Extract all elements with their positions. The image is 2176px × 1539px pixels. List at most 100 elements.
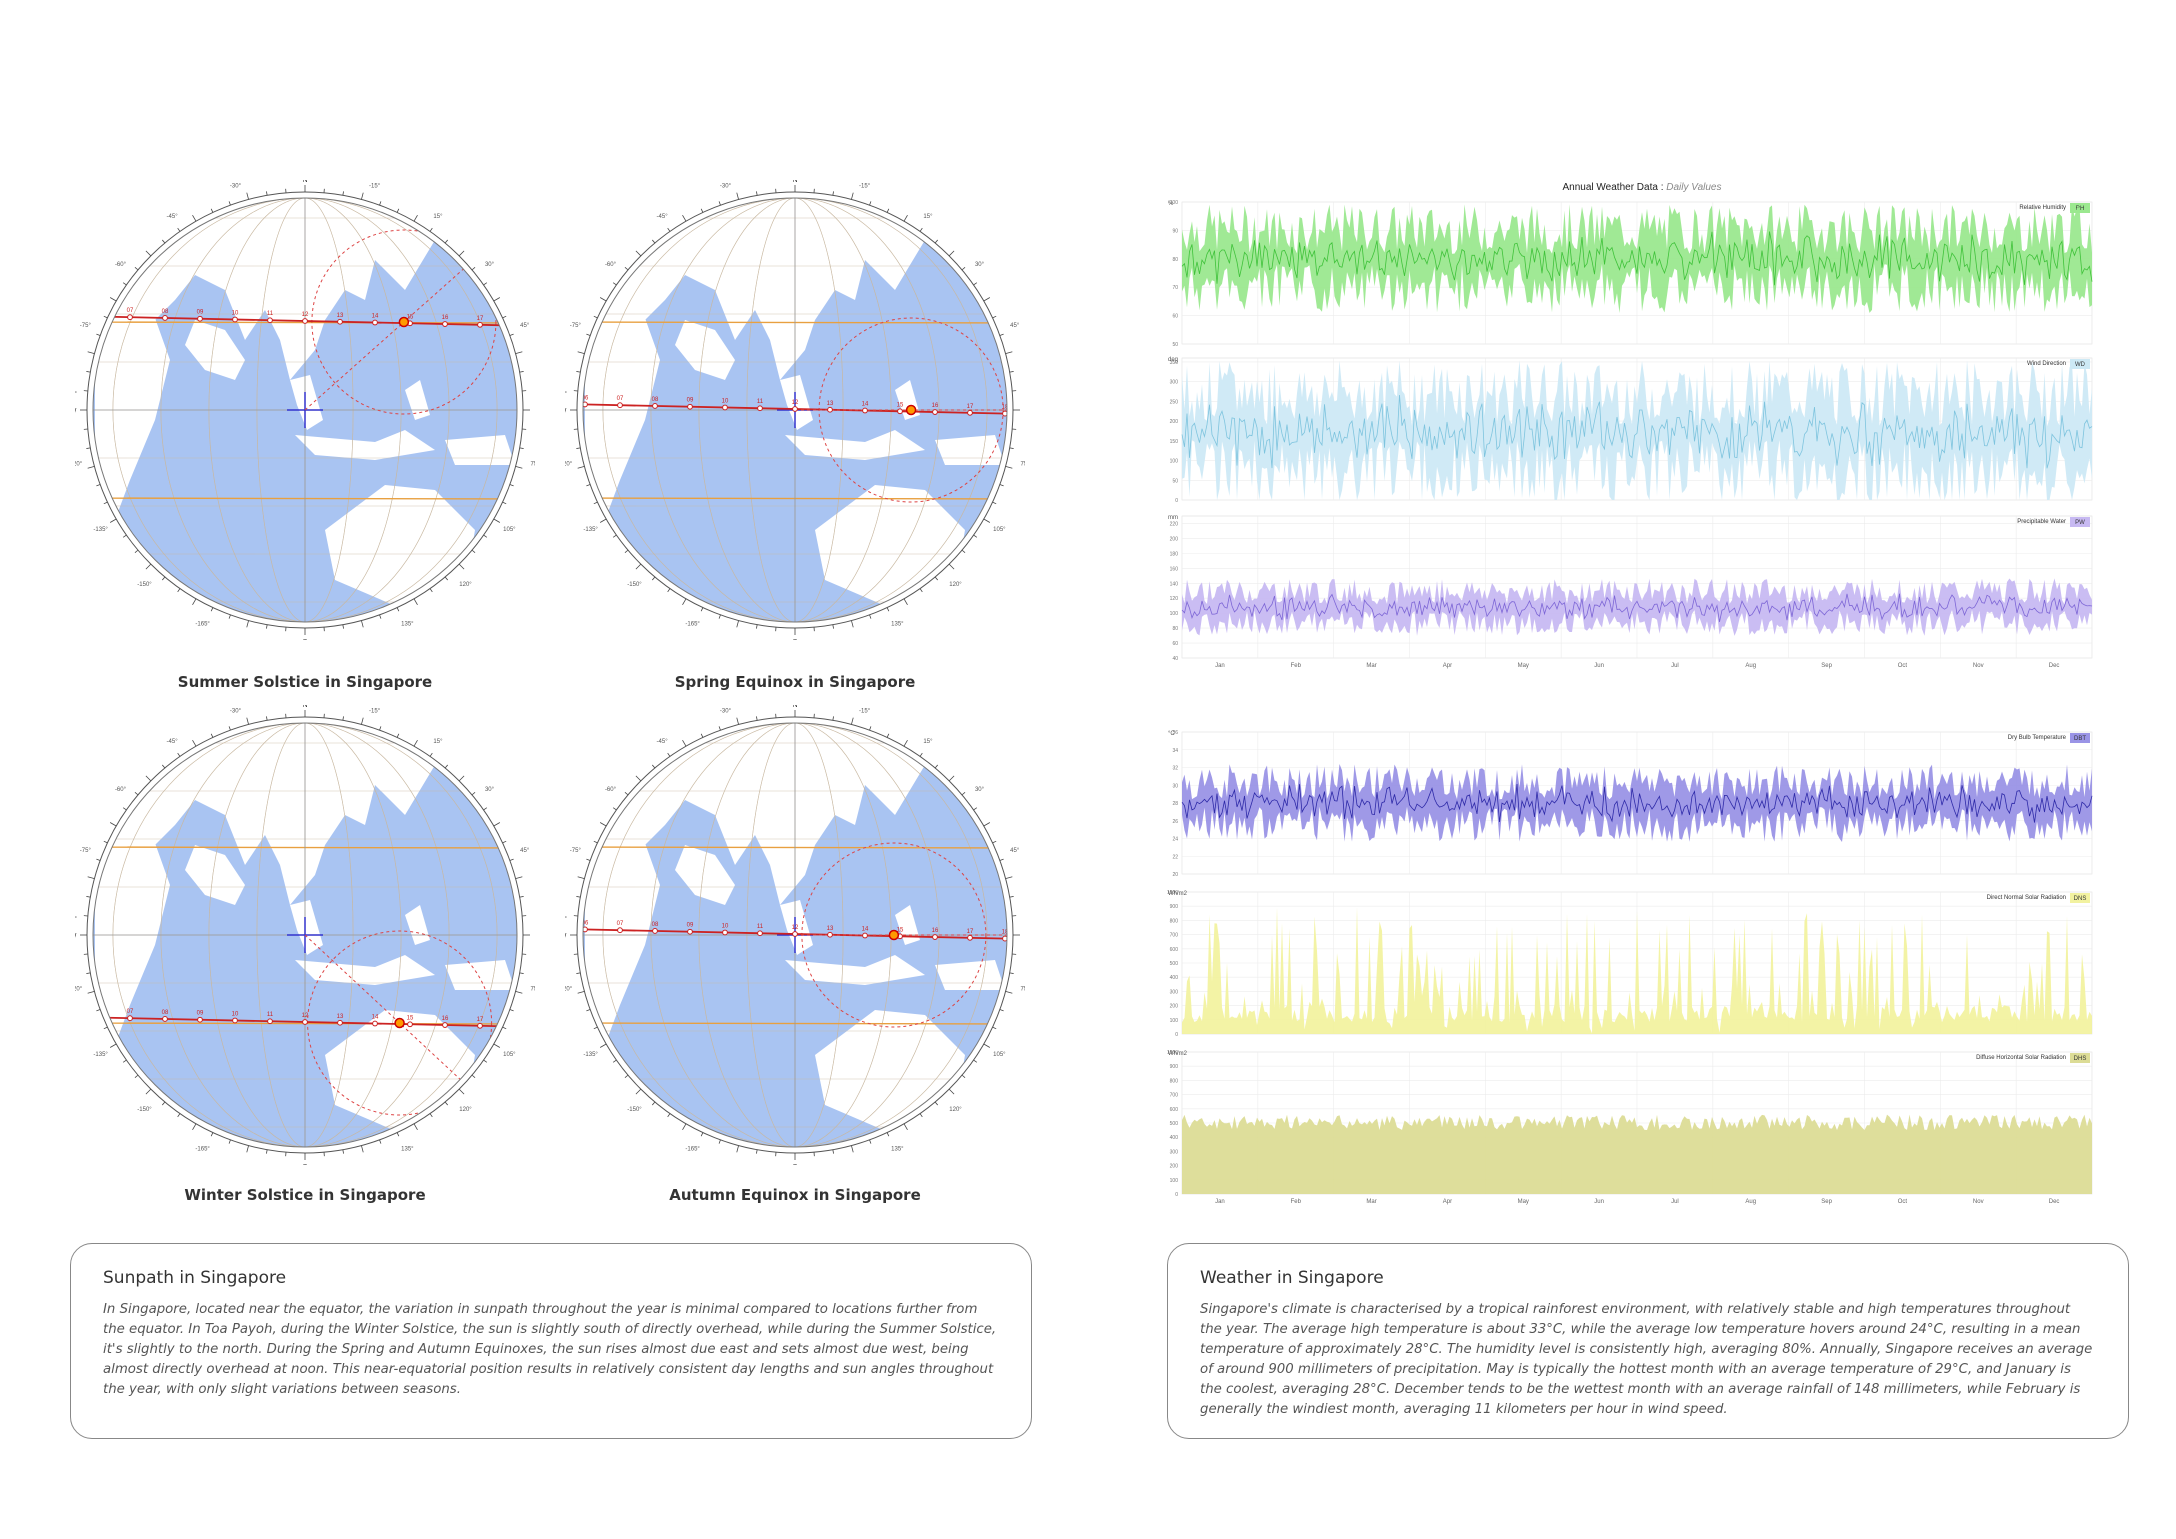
y-tick-label: 30 bbox=[1172, 783, 1178, 789]
compass-tick-label: -150° bbox=[627, 582, 642, 588]
compass-tick bbox=[599, 518, 607, 523]
hour-marker bbox=[687, 403, 693, 410]
hour-marker bbox=[583, 926, 588, 933]
hour-label: 06 bbox=[582, 920, 589, 926]
hour-label: 17 bbox=[477, 1017, 484, 1023]
y-tick-label: 1000 bbox=[1167, 890, 1178, 896]
compass-tick bbox=[458, 563, 465, 570]
compass-tick bbox=[515, 351, 523, 354]
month-label: Jul bbox=[1671, 1199, 1679, 1205]
compass-tick-label: 120° bbox=[949, 582, 962, 588]
globe-edge bbox=[582, 722, 1008, 1148]
compass-tick bbox=[961, 791, 966, 796]
hour-label: 09 bbox=[687, 398, 694, 404]
y-tick-label: 400 bbox=[1170, 1135, 1179, 1141]
compass-tick bbox=[635, 250, 642, 257]
compass-tick bbox=[886, 607, 890, 612]
hour-label: 18 bbox=[512, 317, 519, 323]
compass-tick bbox=[228, 614, 231, 619]
compass-tick bbox=[246, 192, 249, 200]
compass-tick bbox=[576, 972, 581, 974]
y-tick-label: 350 bbox=[1170, 360, 1179, 366]
compass-tick bbox=[502, 501, 507, 505]
hour-marker bbox=[93, 313, 98, 320]
hour-marker bbox=[127, 1015, 133, 1022]
compass-tick-label: 75° bbox=[1021, 462, 1025, 468]
compass-tick bbox=[586, 484, 591, 487]
series-label: Direct Normal Solar Radiation bbox=[1987, 895, 2066, 901]
compass-tick-label: -120° bbox=[75, 462, 83, 468]
compass-tick bbox=[903, 214, 908, 222]
compass-tick bbox=[961, 1074, 966, 1079]
hour-label: 09 bbox=[197, 1011, 204, 1017]
africa bbox=[95, 815, 170, 1065]
hour-label: 17 bbox=[967, 929, 974, 935]
caption-spring: Spring Equinox in Singapore bbox=[674, 673, 916, 691]
hour-marker bbox=[93, 1014, 98, 1021]
hour-marker bbox=[232, 316, 238, 323]
compass-tick-label: -30° bbox=[720, 183, 732, 189]
compass-tick bbox=[210, 733, 214, 738]
compass-tick-label: 30° bbox=[485, 787, 495, 793]
hour-label: 13 bbox=[337, 1014, 344, 1020]
month-label: Mar bbox=[1366, 663, 1376, 669]
compass-tick bbox=[458, 1088, 465, 1095]
compass-tick bbox=[519, 972, 524, 974]
hour-marker bbox=[932, 934, 938, 940]
compass-tick bbox=[851, 717, 854, 725]
y-tick-label: 100 bbox=[1170, 1178, 1179, 1184]
sunpath-globe-summer: -15°15°30°45°60°75°105°120°135°150°165°-… bbox=[75, 180, 535, 640]
series-label: Diffuse Horizontal Solar Radiation bbox=[1976, 1055, 2066, 1061]
hour-marker bbox=[372, 319, 378, 326]
compass-tick bbox=[342, 1149, 344, 1154]
caption-autumn: Autumn Equinox in Singapore bbox=[669, 1186, 921, 1204]
hour-marker bbox=[617, 402, 623, 409]
hour-label: 06 bbox=[92, 1008, 99, 1014]
asia-landmass bbox=[95, 723, 517, 905]
africa bbox=[585, 815, 660, 1065]
compass-tick bbox=[109, 822, 117, 827]
hour-label: 09 bbox=[687, 923, 694, 929]
annual-weather-charts: Annual Weather Data : Daily Values 50 60 70… bbox=[1167, 182, 2093, 1205]
month-label: Sep bbox=[1821, 1199, 1832, 1205]
compass-tick-label: -75° bbox=[570, 323, 582, 329]
compass-tick bbox=[471, 791, 476, 796]
compass-tick-label: 135° bbox=[401, 1147, 414, 1153]
compass-tick-label: 45° bbox=[520, 323, 530, 329]
weather-panel-body: Singapore's climate is characterised by … bbox=[1200, 1302, 2093, 1417]
compass-tick bbox=[635, 563, 642, 570]
series-tag: DBT bbox=[2074, 736, 2086, 742]
compass-tick bbox=[493, 518, 501, 523]
compass-tick bbox=[973, 534, 978, 538]
compass-tick bbox=[756, 1149, 758, 1154]
hour-label: 08 bbox=[652, 922, 659, 928]
compass-tick bbox=[86, 447, 91, 449]
compass-tick bbox=[145, 250, 152, 257]
compass-tick bbox=[919, 752, 923, 757]
compass-tick bbox=[718, 614, 721, 619]
y-tick-label: 50 bbox=[1172, 478, 1178, 484]
compass-tick-label: -30° bbox=[720, 708, 732, 714]
month-label: Jul bbox=[1671, 663, 1679, 669]
compass-tick bbox=[122, 1059, 127, 1063]
series-label: Precipitable Water bbox=[2017, 519, 2066, 525]
y-tick-label: 50 bbox=[1172, 342, 1178, 348]
globe-edge bbox=[92, 197, 518, 623]
compass-tick bbox=[192, 1123, 197, 1131]
compass-tick bbox=[509, 858, 514, 861]
compass-tick bbox=[948, 563, 955, 570]
compass-tick-label: 30° bbox=[975, 787, 985, 793]
compass-tick-label: -135° bbox=[93, 1052, 108, 1058]
hour-marker bbox=[267, 1018, 273, 1025]
compass-tick bbox=[87, 876, 95, 879]
hour-label: 08 bbox=[652, 397, 659, 403]
compass-tick-label: -150° bbox=[137, 1107, 152, 1113]
compass-tick bbox=[1005, 351, 1013, 354]
compass-tick bbox=[413, 1123, 418, 1131]
y-tick-label: 300 bbox=[1170, 989, 1179, 995]
hour-marker bbox=[897, 408, 903, 415]
compass-tick bbox=[161, 764, 166, 769]
compass-tick bbox=[103, 840, 108, 844]
caption-summer: Summer Solstice in Singapore bbox=[177, 673, 433, 691]
compass-tick bbox=[718, 1139, 721, 1144]
